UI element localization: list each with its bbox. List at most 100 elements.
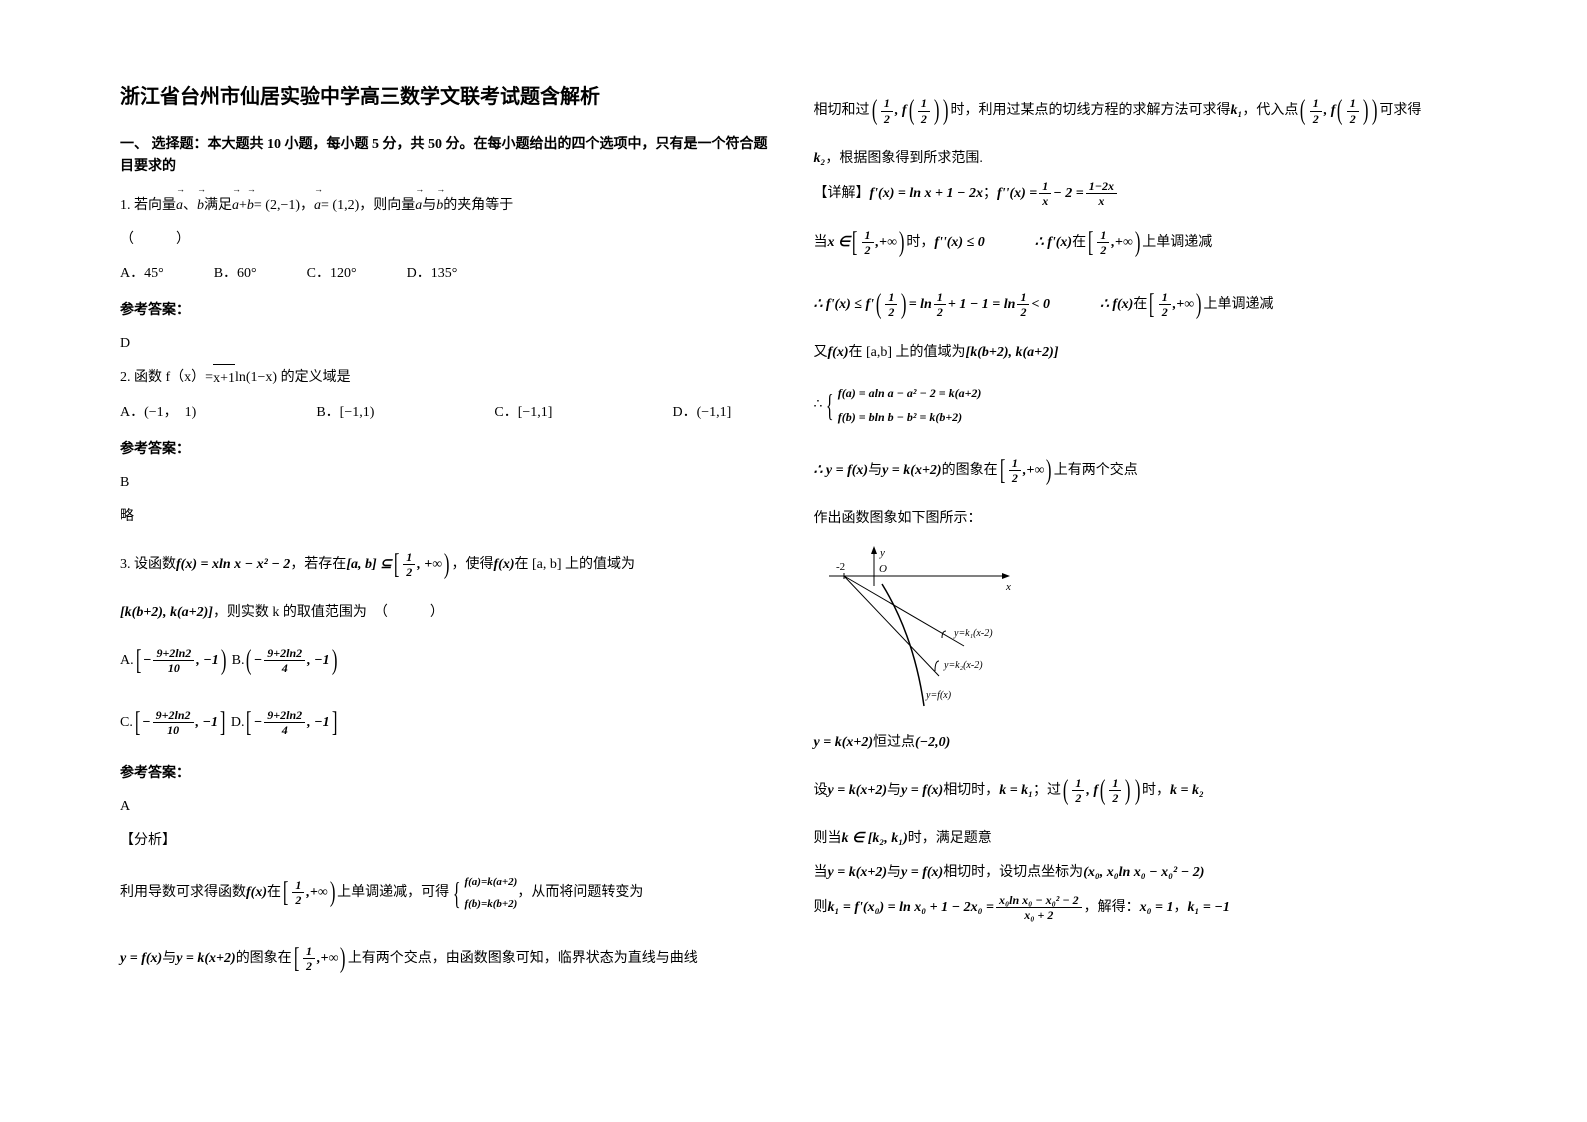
q3-answer-label: 参考答案： bbox=[120, 762, 774, 782]
q3-end1: 在 [a, b] 上的值域为 bbox=[515, 551, 636, 579]
q2-opt-b: B．[−1,1) bbox=[316, 399, 374, 427]
q1-answer-label: 参考答案： bbox=[120, 299, 774, 319]
d12-f: k₁ = −1 bbox=[1188, 894, 1230, 922]
d6-d: 的图象在 bbox=[942, 457, 998, 485]
d9-h: 时， bbox=[1142, 777, 1170, 805]
d5-b: f(b) = bln b − b² = k(b+2) bbox=[838, 405, 982, 429]
svg-text:y=k₁(x-2): y=k₁(x-2) bbox=[953, 628, 993, 639]
detail-label-text: 【详解】 bbox=[814, 180, 870, 208]
q1-opt-a: A．45° bbox=[120, 260, 164, 288]
d11-b: y = k(x+2) bbox=[828, 859, 888, 887]
d9: 设 y = k(x+2) 与 y = f(x) 相切时， k = k₁ ；过 (… bbox=[814, 763, 1468, 819]
r2-line: k₂ ，根据图象得到所求范围. bbox=[814, 145, 1468, 173]
q3-mid1: ，若存在 bbox=[290, 551, 346, 579]
d8-a: y = k(x+2) bbox=[814, 729, 874, 757]
q3-fx: f(x) = xln x − x² − 2 bbox=[176, 551, 290, 579]
r1-a: 相切和过 bbox=[814, 97, 870, 125]
d4-b: f(x) bbox=[828, 339, 849, 367]
q2-text-1: 2. 函数 f（x）= bbox=[120, 364, 213, 392]
q1-paren: （ ） bbox=[120, 226, 774, 254]
d12-d: x₀ = 1 bbox=[1140, 894, 1174, 922]
d3-b: = ln bbox=[909, 291, 932, 319]
d11-c: 与 bbox=[887, 859, 901, 887]
d10: 则当 k ∈ [k₂, k₁) 时，满足题意 bbox=[814, 825, 1468, 853]
d11: 当 y = k(x+2) 与 y = f(x) 相切时，设切点坐标为 (x₀, … bbox=[814, 859, 1468, 887]
section-1-heading: 一、 选择题：本大题共 10 小题，每小题 5 分，共 50 分。在每小题给出的… bbox=[120, 134, 774, 179]
d2-c: f''(x) ≤ 0 bbox=[934, 229, 984, 257]
q1-aval: = (1,2)，则向量 bbox=[321, 192, 415, 220]
d3-d: < 0 bbox=[1031, 291, 1049, 319]
d12-b: k₁ = f'(x₀) = ln x₀ + 1 − 2x₀ = bbox=[828, 894, 994, 922]
d6-c: y = k(x+2) bbox=[882, 457, 942, 485]
d12-c: ，解得： bbox=[1084, 894, 1140, 922]
left-column: 浙江省台州市仙居实验中学高三数学文联考试题含解析 一、 选择题：本大题共 10 … bbox=[100, 80, 794, 1042]
q3-stem: 3. 设函数 f(x) = xln x − x² − 2 ，若存在 [a, b]… bbox=[120, 537, 774, 593]
q3-d-label: D. bbox=[231, 709, 245, 737]
q1-opt-d: D．135° bbox=[407, 260, 458, 288]
d9-c: 与 bbox=[887, 777, 901, 805]
svg-text:-2: -2 bbox=[836, 561, 845, 573]
d6-b: 与 bbox=[868, 457, 882, 485]
q3-fx2: f(x) bbox=[494, 551, 515, 579]
svg-text:x: x bbox=[1005, 581, 1011, 593]
svg-text:O: O bbox=[879, 563, 887, 575]
d1-b: ； bbox=[983, 180, 997, 208]
svg-text:y=k₂(x-2): y=k₂(x-2) bbox=[943, 660, 983, 671]
q1-text-1: 1. 若向量 bbox=[120, 192, 176, 220]
d11-f: (x₀, x₀ln x₀ − x₀² − 2) bbox=[1083, 859, 1204, 887]
q3-range: [k(b+2), k(a+2)] bbox=[120, 599, 213, 627]
q3-a-label: A. bbox=[120, 647, 134, 675]
q3-opts-ab: A. [−9+2ln210, −1) B. (−9+2ln24, −1) bbox=[120, 633, 774, 689]
svg-text:y: y bbox=[879, 547, 885, 559]
detail-label: 【详解】 f'(x) = ln x + 1 − 2x ； f''(x) = 1x… bbox=[814, 179, 1468, 209]
d1-a: f'(x) = ln x + 1 − 2x bbox=[870, 180, 984, 208]
d4-d: [k(b+2), k(a+2)] bbox=[966, 339, 1059, 367]
q1-text-3: 满足 bbox=[204, 192, 232, 220]
analysis-2: y = f(x) 与 y = k(x+2) 的图象在 [12,+∞) 上有两个交… bbox=[120, 931, 774, 987]
d12: 则 k₁ = f'(x₀) = ln x₀ + 1 − 2x₀ = x₀ln x… bbox=[814, 893, 1468, 923]
q1-text-2: 、 bbox=[183, 192, 197, 220]
q2-answer: B bbox=[120, 469, 774, 497]
d10-a: 则当 bbox=[814, 825, 842, 853]
r1-c: ，代入点 bbox=[1242, 97, 1298, 125]
d8-c: (−2,0) bbox=[915, 729, 950, 757]
d3-f: 在 bbox=[1133, 291, 1147, 319]
a1-d: ，从而将问题转变为 bbox=[517, 879, 643, 907]
q3-c-label: C. bbox=[120, 709, 133, 737]
r1-d: 可求得 bbox=[1379, 97, 1421, 125]
d7: 作出函数图象如下图所示： bbox=[814, 505, 1468, 533]
q1-stem: 1. 若向量 a 、 b 满足 a + b = (2,−1)， a = (1,2… bbox=[120, 192, 774, 220]
d8-b: 恒过点 bbox=[873, 729, 915, 757]
page-title: 浙江省台州市仙居实验中学高三数学文联考试题含解析 bbox=[120, 80, 774, 109]
q1-opt-c: C．120° bbox=[307, 260, 357, 288]
d6-e: 上有两个交点 bbox=[1054, 457, 1138, 485]
q3-answer: A bbox=[120, 793, 774, 821]
q2-stem: 2. 函数 f（x）= x+1 ln(1−x) 的定义域是 bbox=[120, 364, 774, 393]
r2: ，根据图象得到所求范围. bbox=[825, 145, 983, 173]
d9-g: ；过 bbox=[1033, 777, 1061, 805]
function-graph: yxO-2y=k₁(x-2)y=k₂(x-2)y=f(x) bbox=[814, 546, 1034, 716]
d4-c: 在 [a,b] 上的值域为 bbox=[849, 339, 966, 367]
q2-opt-a: A．(−1， 1) bbox=[120, 399, 196, 427]
d10-b: k ∈ [k₂, k₁) bbox=[842, 825, 908, 853]
d9-b: y = k(x+2) bbox=[828, 777, 888, 805]
q1-options: A．45° B．60° C．120° D．135° bbox=[120, 260, 774, 288]
q1-mid3: 与 bbox=[422, 192, 436, 220]
a1-b: 在 bbox=[267, 879, 281, 907]
a2-b: 的图象在 bbox=[236, 945, 292, 973]
q3-end2: ，则实数 k 的取值范围为 （ ） bbox=[213, 599, 444, 627]
q2-ln: ln(1−x) 的定义域是 bbox=[235, 364, 351, 392]
d12-e: ， bbox=[1174, 894, 1188, 922]
d3-c: + 1 − 1 = ln bbox=[948, 291, 1016, 319]
d9-f: k = k₁ bbox=[999, 777, 1033, 805]
d11-a: 当 bbox=[814, 859, 828, 887]
d2-e: 在 bbox=[1072, 229, 1086, 257]
d11-e: 相切时，设切点坐标为 bbox=[943, 859, 1083, 887]
d9-a: 设 bbox=[814, 777, 828, 805]
d8: y = k(x+2) 恒过点 (−2,0) bbox=[814, 729, 1468, 757]
q3-mid2: ，使得 bbox=[452, 551, 494, 579]
d9-e: 相切时， bbox=[943, 777, 999, 805]
q2-options: A．(−1， 1) B．[−1,1) C．[−1,1] D．(−1,1] bbox=[120, 399, 774, 427]
q1-opt-b: B．60° bbox=[214, 260, 257, 288]
d10-c: 时，满足题意 bbox=[908, 825, 992, 853]
